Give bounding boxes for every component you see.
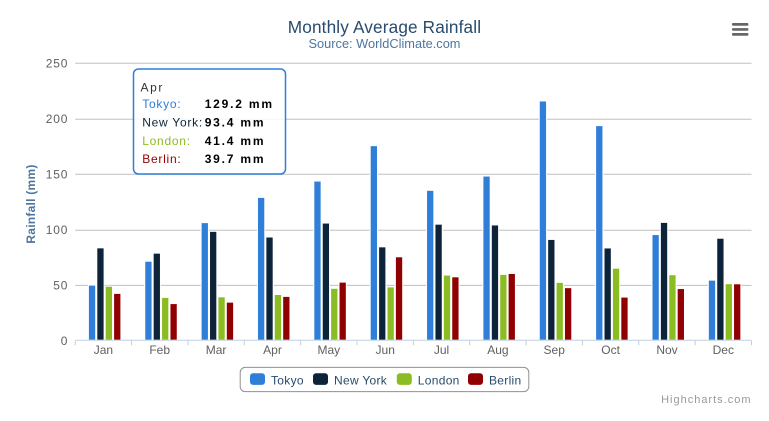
svg-text:200: 200: [46, 112, 68, 126]
svg-text:150: 150: [46, 168, 68, 182]
svg-text:Sep: Sep: [544, 343, 566, 357]
svg-text:39.7 mm: 39.7 mm: [205, 152, 266, 166]
svg-text:0: 0: [61, 334, 68, 348]
svg-text:93.4 mm: 93.4 mm: [205, 116, 266, 130]
svg-text:129.2 mm: 129.2 mm: [205, 97, 274, 111]
svg-text:New York: New York: [334, 374, 388, 388]
svg-text:Oct: Oct: [601, 343, 620, 357]
svg-text:Apr: Apr: [141, 81, 164, 95]
svg-text:Jul: Jul: [434, 343, 449, 357]
svg-text:Tokyo:: Tokyo:: [142, 97, 181, 111]
svg-text:Nov: Nov: [656, 343, 677, 357]
svg-text:Monthly Average Rainfall: Monthly Average Rainfall: [288, 17, 481, 37]
svg-text:250: 250: [46, 57, 68, 71]
svg-text:Berlin: Berlin: [489, 374, 521, 388]
svg-text:Apr: Apr: [263, 343, 282, 357]
svg-text:Berlin:: Berlin:: [142, 152, 181, 166]
svg-text:Dec: Dec: [713, 343, 734, 357]
svg-text:Mar: Mar: [206, 343, 227, 357]
svg-text:London:: London:: [142, 134, 191, 148]
svg-text:100: 100: [46, 223, 68, 237]
svg-text:Jan: Jan: [94, 343, 113, 357]
svg-text:May: May: [317, 343, 340, 357]
svg-text:Jun: Jun: [376, 343, 395, 357]
svg-text:London: London: [418, 374, 460, 388]
svg-text:Tokyo: Tokyo: [271, 374, 304, 388]
svg-text:Feb: Feb: [149, 343, 170, 357]
svg-text:41.4 mm: 41.4 mm: [205, 134, 266, 148]
svg-text:Source: WorldClimate.com: Source: WorldClimate.com: [309, 36, 461, 51]
svg-text:50: 50: [53, 278, 68, 292]
svg-text:New York:: New York:: [142, 116, 203, 130]
svg-text:Rainfall (mm): Rainfall (mm): [24, 164, 38, 243]
svg-text:Aug: Aug: [487, 343, 508, 357]
svg-text:Highcharts.com: Highcharts.com: [661, 394, 751, 406]
